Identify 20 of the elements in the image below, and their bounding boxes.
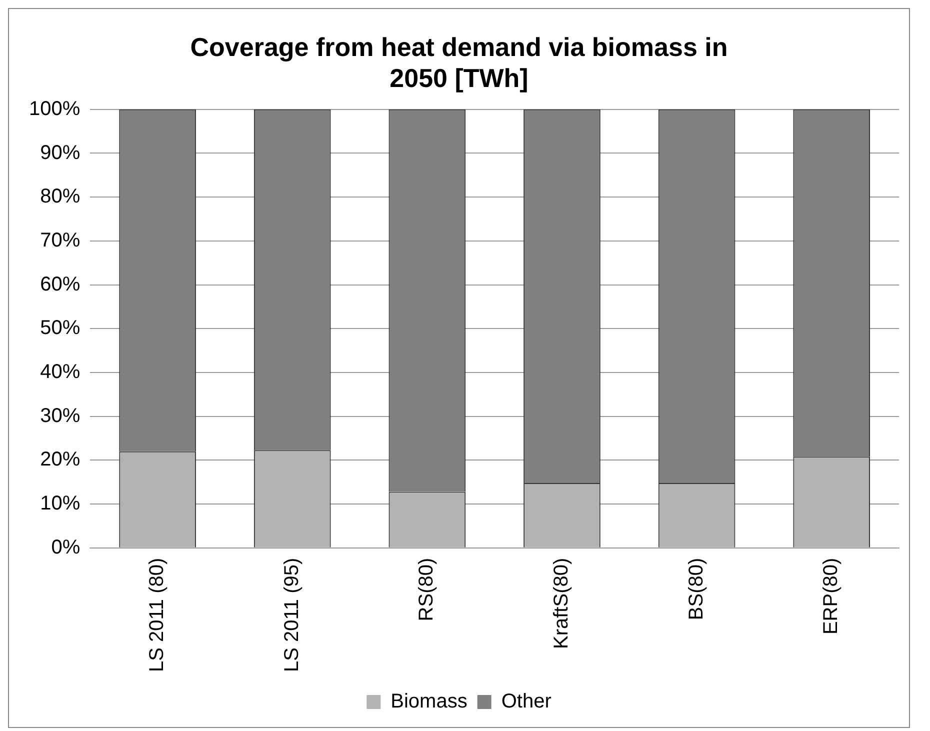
chart-title: Coverage from heat demand via biomass in 2050 [TWh] [190,32,728,93]
y-tick-label: 30% [40,404,80,427]
x-tick-label: ERP(80) [820,558,842,635]
x-tick-label: LS 2011 (80) [146,558,168,672]
x-tick-label: LS 2011 (95) [280,558,303,672]
y-tick-label: 10% [40,492,80,515]
x-tick-label: KraftS(80) [550,558,572,650]
y-tick-label: 0% [51,536,80,558]
x-tick-label: BS(80) [685,558,708,620]
y-tick-label: 80% [40,186,80,208]
y-tick-label: 100% [28,98,80,120]
legend-label: Biomass [390,690,468,713]
y-tick-label: 50% [40,317,80,340]
x-tick-label: RS(80) [416,558,438,622]
y-tick-label: 90% [40,142,80,164]
legend-label: Other [501,690,552,713]
y-tick-label: 60% [40,273,80,296]
y-tick-label: 20% [40,448,80,471]
y-tick-label: 70% [40,229,80,252]
y-tick-label: 40% [40,360,80,383]
